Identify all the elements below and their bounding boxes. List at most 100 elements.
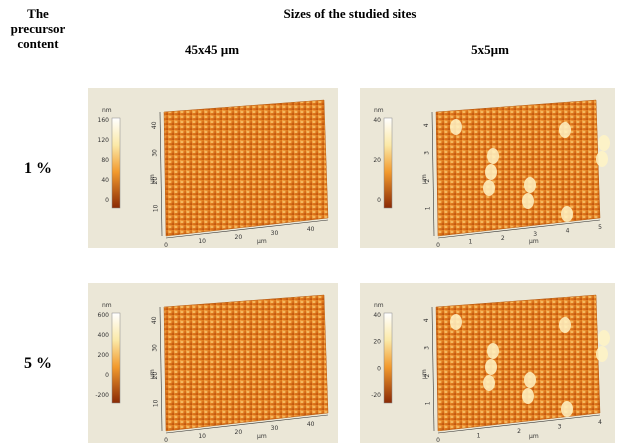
x-tick-label: 10: [198, 238, 206, 245]
colorbar: [383, 117, 393, 209]
surface-peak: [522, 388, 534, 404]
x-unit: µm: [257, 433, 267, 440]
column-header: 45x45 µm: [185, 42, 239, 57]
x-tick-label: 10: [198, 433, 206, 440]
y-axis: [159, 306, 163, 432]
surface-peak: [559, 317, 571, 333]
y-axis: [431, 111, 435, 237]
surface-peak: [598, 135, 610, 151]
colorbar: [111, 117, 121, 209]
x-tick-label: 0: [436, 242, 440, 249]
y-tick-label: 40: [151, 316, 158, 324]
x-unit: µm: [529, 238, 539, 245]
colorbar-tick-label: 20: [373, 339, 381, 346]
colorbar-tick-label: 400: [98, 332, 110, 339]
colorbar-tick-label: 0: [105, 197, 109, 204]
surface-peak: [450, 314, 462, 330]
x-unit: µm: [257, 238, 267, 245]
x-tick-label: 1: [468, 238, 472, 245]
y-tick-label: 40: [151, 121, 158, 129]
x-axis: [165, 219, 329, 239]
x-tick-label: 30: [271, 230, 279, 237]
surface-peak: [596, 346, 608, 362]
y-axis: [159, 111, 163, 237]
y-tick-label: 30: [152, 149, 159, 157]
y-unit: µm: [421, 174, 428, 184]
colorbar-tick-label: 0: [377, 197, 381, 204]
x-tick-label: 4: [566, 228, 570, 235]
surface-peak: [524, 372, 536, 388]
x-tick-label: 20: [235, 429, 243, 436]
surface: [163, 99, 329, 237]
y-tick-label: 3: [424, 151, 431, 155]
afm-image: nm 40 20 0 0 1 2 3 4 5 µm 1 2 3 4 µm: [360, 88, 615, 249]
surface-peak: [561, 401, 573, 417]
row-label: 1 %: [24, 160, 52, 177]
surface: [435, 99, 601, 237]
x-tick-label: 40: [307, 421, 315, 428]
x-tick-label: 5: [598, 224, 602, 231]
y-tick-label: 4: [423, 318, 430, 322]
surface-peak: [485, 359, 497, 375]
y-tick-label: 1: [425, 206, 432, 210]
y-unit: µm: [149, 369, 156, 379]
x-tick-label: 2: [517, 428, 521, 435]
y-tick-label: 4: [423, 123, 430, 127]
colorbar-tick-label: 0: [105, 372, 109, 379]
x-unit: µm: [529, 433, 539, 440]
column-header: 5x5µm: [471, 42, 509, 57]
y-tick-label: 10: [153, 399, 160, 407]
surface-peak: [561, 206, 573, 222]
row-label: 5 %: [24, 355, 52, 372]
colorbar: [383, 312, 393, 404]
x-tick-label: 40: [307, 226, 315, 233]
x-axis: [437, 219, 601, 239]
y-tick-label: 2: [424, 179, 431, 183]
colorbar-tick-label: 40: [101, 177, 109, 184]
y-tick-label: 2: [424, 374, 431, 378]
surface: [435, 294, 601, 432]
colorbar-tick-label: -200: [95, 392, 109, 399]
afm-image: nm 600 400 200 0 -200 0 10 20 30 40 µm 10 20 30 40 µm: [88, 283, 338, 444]
y-tick-label: 10: [153, 204, 160, 212]
row-header: The precursor content: [11, 6, 66, 51]
surface-peak: [487, 343, 499, 359]
afm-image: nm 40 20 0 -20 0 1 2 3 4 µm 1 2 3 4 µm: [360, 283, 615, 444]
surface-peak: [487, 148, 499, 164]
y-axis: [431, 306, 435, 432]
colorbar-unit: nm: [102, 302, 112, 309]
surface-peak: [524, 177, 536, 193]
y-unit: µm: [421, 369, 428, 379]
colorbar-tick-label: 160: [98, 117, 110, 124]
x-tick-label: 2: [501, 235, 505, 242]
colorbar-unit: nm: [374, 107, 384, 114]
x-tick-label: 3: [558, 424, 562, 431]
surface-peak: [598, 330, 610, 346]
surface-peak: [596, 151, 608, 167]
title: Sizes of the studied sites: [284, 6, 417, 21]
colorbar-tick-label: 20: [373, 157, 381, 164]
y-tick-label: 20: [152, 372, 159, 380]
x-tick-label: 1: [477, 433, 481, 440]
surface-peak: [483, 375, 495, 391]
y-unit: µm: [149, 174, 156, 184]
afm-image: nm 160 120 80 40 0 0 10 20 30 40 µm 10 20 30 40 µm: [88, 88, 338, 249]
colorbar-tick-label: 600: [98, 312, 110, 319]
surface-peak: [485, 164, 497, 180]
x-tick-label: 0: [164, 242, 168, 249]
colorbar-tick-label: 120: [98, 137, 110, 144]
surface-peak: [450, 119, 462, 135]
surface-peak: [559, 122, 571, 138]
y-tick-label: 20: [152, 177, 159, 185]
colorbar-tick-label: 200: [98, 352, 110, 359]
colorbar: [111, 312, 121, 404]
colorbar-tick-label: -20: [371, 392, 381, 399]
y-tick-label: 30: [152, 344, 159, 352]
x-tick-label: 20: [235, 234, 243, 241]
colorbar-tick-label: 40: [373, 312, 381, 319]
colorbar-tick-label: 80: [101, 157, 109, 164]
x-tick-label: 0: [436, 437, 440, 444]
surface: [163, 294, 329, 432]
colorbar-tick-label: 0: [377, 365, 381, 372]
x-tick-label: 3: [533, 231, 537, 238]
